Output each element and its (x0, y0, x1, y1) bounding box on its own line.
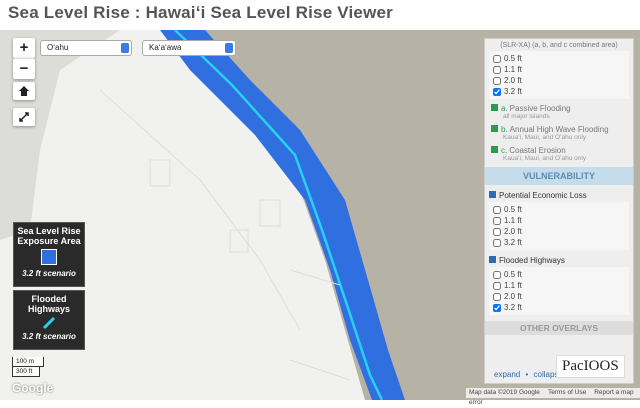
component: b. Annual High Wave Flooding Kauaʻi, Maui,… (491, 125, 627, 141)
legend-title: Flooded Highways (27, 294, 70, 314)
component-label: Annual High Wave Flooding (509, 125, 609, 134)
option: 2.0 ft (493, 291, 625, 302)
option: 3.2 ft (493, 237, 625, 248)
option: 3.2 ft (493, 302, 625, 313)
checkbox[interactable] (493, 76, 501, 85)
option-label: 0.5 ft (504, 205, 522, 214)
option: 3.2 ft (493, 86, 625, 97)
group-label: Flooded Highways (499, 256, 565, 265)
zoom-out[interactable]: − (13, 58, 35, 79)
checkbox[interactable] (493, 87, 501, 96)
option-label: 1.1 ft (504, 65, 522, 74)
option-label: 0.5 ft (504, 54, 522, 63)
island-value: Oʻahu (47, 43, 69, 52)
component-label: Passive Flooding (509, 104, 571, 113)
other-overlays[interactable]: OTHER OVERLAYS (485, 321, 633, 335)
option-label: 2.0 ft (504, 227, 522, 236)
component-note: Kauaʻi, Maui, and Oʻahu only (503, 155, 587, 162)
checkbox[interactable] (493, 65, 501, 74)
components: a. Passive Flooding all major islands b. Ann… (485, 104, 633, 162)
checkbox[interactable] (493, 292, 501, 301)
checkbox[interactable] (493, 281, 501, 290)
checkbox[interactable] (493, 54, 501, 63)
page-title: Sea Level Rise : Hawaiʻi Sea Level Rise … (8, 3, 393, 22)
collapse-link[interactable]: collapse (533, 370, 563, 379)
option: 1.1 ft (493, 215, 625, 226)
group-title: Flooded Highways (489, 256, 629, 265)
option: 2.0 ft (493, 226, 625, 237)
option-label: 0.5 ft (504, 270, 522, 279)
legend-title: Sea Level Rise Exposure Area (17, 226, 81, 246)
group-label: Potential Economic Loss (499, 191, 587, 200)
component-prefix: b. (501, 125, 508, 134)
legend-highways: Flooded Highways 3.2 ft scenario (13, 290, 85, 350)
component-note: Kauaʻi, Maui, and Oʻahu only (503, 134, 587, 141)
option: 1.1 ft (493, 64, 625, 75)
toggle[interactable] (489, 256, 496, 263)
option-label: 3.2 ft (504, 238, 522, 247)
exposure-options: 0.5 ft 1.1 ft 2.0 ft 3.2 ft (489, 51, 629, 99)
option-label: 2.0 ft (504, 76, 522, 85)
checkbox[interactable] (493, 227, 501, 236)
component: c. Coastal Erosion Kauaʻi, Maui, and Oʻahu… (491, 146, 627, 162)
checkbox[interactable] (493, 238, 501, 247)
group-options: 0.5 ft 1.1 ft 2.0 ft 3.2 ft (489, 202, 629, 250)
checkbox[interactable] (493, 205, 501, 214)
layer-panel: (SLR-XA) (a, b, and c combined area) 0.5… (484, 38, 634, 384)
scale-bar: 100 m 300 ft (12, 357, 44, 377)
legend-scenario: 3.2 ft scenario (22, 332, 76, 341)
home-button[interactable] (13, 82, 35, 100)
expand-collapse: expand • collapse (494, 370, 563, 379)
area-select[interactable]: Kaʻaʻawa (142, 40, 236, 56)
exposure-area (160, 30, 405, 400)
group-options: 0.5 ft 1.1 ft 2.0 ft 3.2 ft (489, 267, 629, 315)
vulnerability-groups: Potential Economic Loss 0.5 ft 1.1 ft 2.0 f… (485, 191, 633, 315)
toggle[interactable] (489, 191, 496, 198)
option: 0.5 ft (493, 53, 625, 64)
option-label: 1.1 ft (504, 281, 522, 290)
scale-metric: 100 m (12, 357, 44, 367)
checkbox[interactable] (493, 303, 501, 312)
group-title: Potential Economic Loss (489, 191, 629, 200)
option-label: 1.1 ft (504, 216, 522, 225)
checkbox[interactable] (493, 270, 501, 279)
option: 0.5 ft (493, 204, 625, 215)
option-label: 2.0 ft (504, 292, 522, 301)
toggle[interactable] (491, 104, 498, 111)
option-label: 3.2 ft (504, 303, 522, 312)
attribution: Map data ©2019 Google Terms of Use Report … (466, 388, 640, 406)
fullscreen-button[interactable] (13, 108, 35, 126)
checkbox[interactable] (493, 216, 501, 225)
island-select[interactable]: Oʻahu (40, 40, 132, 56)
toggle[interactable] (491, 146, 498, 153)
exposure-caption: (SLR-XA) (a, b, and c combined area) (500, 42, 618, 49)
legend-scenario: 3.2 ft scenario (22, 269, 76, 278)
option-label: 3.2 ft (504, 87, 522, 96)
legend-exposure: Sea Level Rise Exposure Area 3.2 ft scen… (13, 222, 85, 287)
option: 2.0 ft (493, 75, 625, 86)
scale-imperial: 300 ft (12, 367, 40, 377)
component-prefix: a. (501, 104, 508, 113)
map-data: Map data ©2019 Google (469, 389, 540, 396)
separator: • (525, 370, 529, 379)
pacioos-logo: PacIOOS (556, 355, 625, 378)
terms-link[interactable]: Terms of Use (547, 389, 587, 396)
option: 0.5 ft (493, 269, 625, 280)
component: a. Passive Flooding all major islands (491, 104, 627, 120)
option: 1.1 ft (493, 280, 625, 291)
zoom-in[interactable]: + (13, 38, 35, 58)
area-value: Kaʻaʻawa (149, 43, 182, 52)
expand-link[interactable]: expand (494, 370, 521, 379)
toggle[interactable] (491, 125, 498, 132)
component-note: all major islands (503, 113, 550, 120)
section-header: VULNERABILITY (485, 167, 633, 185)
component-label: Coastal Erosion (509, 146, 566, 155)
flooded-highway (174, 30, 384, 400)
component-prefix: c. (501, 146, 508, 155)
google-logo: Google (12, 381, 54, 395)
